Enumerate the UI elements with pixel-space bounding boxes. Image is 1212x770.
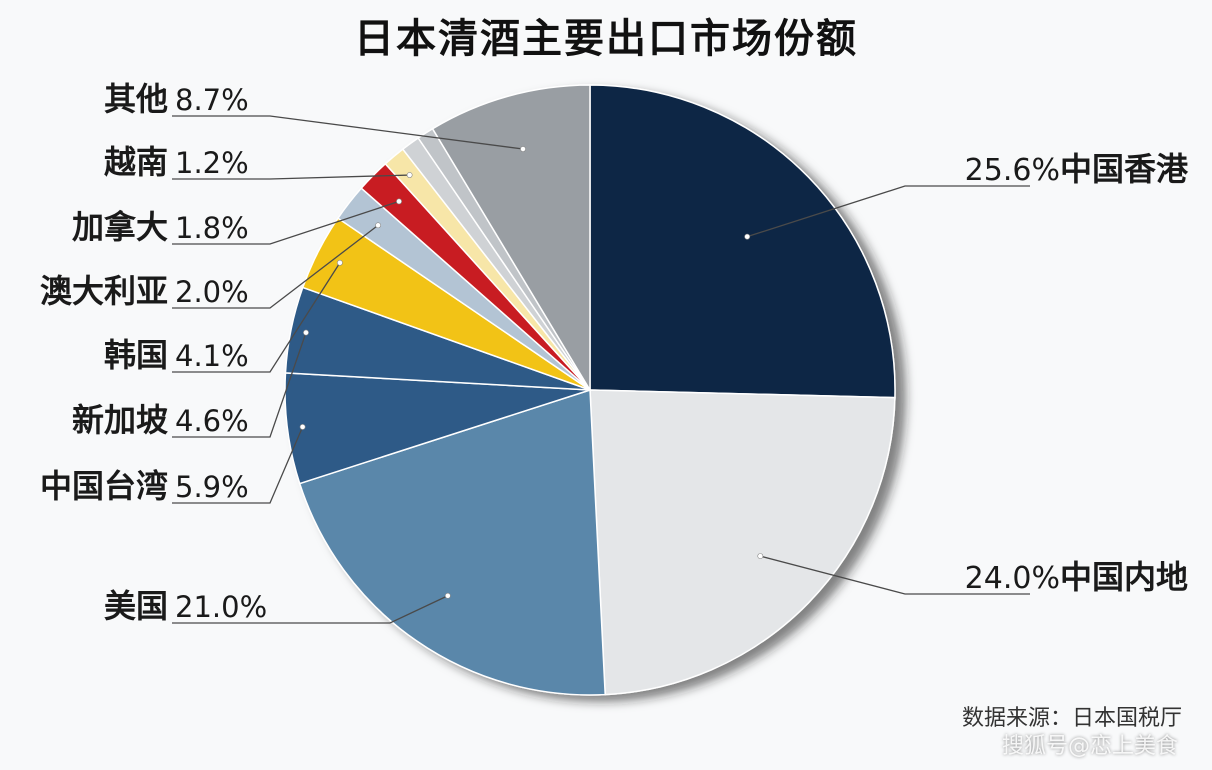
anchor-dot-canada (396, 198, 402, 205)
anchor-dot-usa (444, 592, 451, 599)
leader-line-mainland-china (760, 555, 1030, 595)
leader-line-hong-kong (747, 185, 1030, 238)
slice-value-australia: 2.0% (175, 275, 249, 309)
slice-value-usa: 21.0% (175, 590, 267, 624)
watermark: 搜狐号@恋上美食 (1001, 734, 1178, 759)
anchor-dot-australia (375, 222, 381, 229)
slice-other (431, 84, 591, 393)
leader-line-singapore (172, 332, 307, 438)
slice-name-other: 其他 (104, 80, 168, 118)
chart-title: 日本清酒主要出口市场份额 (354, 16, 858, 62)
anchor-dot-vietnam (406, 172, 413, 178)
anchor-dot-other (520, 146, 526, 152)
leader-line-korea (172, 262, 341, 373)
leader-line-other (172, 115, 524, 150)
slice-name-korea: 韩国 (104, 336, 168, 374)
pie-slices (284, 84, 896, 696)
slice-mainland-china (589, 389, 896, 696)
anchor-dot-mainland-china (757, 553, 764, 560)
slice-name-canada: 加拿大 (72, 208, 168, 246)
anchor-dot-taiwan (299, 424, 306, 430)
slice-label-mainland-china: 24.0%中国内地 (965, 558, 1188, 596)
slice-label-hong-kong: 25.6%中国香港 (965, 150, 1189, 188)
leader-line-usa (172, 595, 449, 624)
leader-line-taiwan (172, 426, 304, 504)
slice-value-korea: 4.1% (175, 339, 249, 373)
slice-value-canada: 1.8% (175, 211, 249, 245)
leader-line-canada (172, 200, 400, 245)
slice-name-singapore: 新加坡 (72, 401, 168, 439)
slice-value-singapore: 4.6% (175, 404, 249, 438)
slice-name-mainland-china: 中国内地 (1060, 558, 1188, 596)
slice-value-other: 8.7% (175, 83, 249, 117)
slice-usa (298, 388, 606, 696)
anchor-dot-hong-kong (744, 233, 751, 240)
slice-hong-kong (589, 84, 896, 399)
leader-line-australia (172, 224, 379, 309)
slice-name-vietnam: 越南 (104, 143, 168, 181)
slice-value-hong-kong: 25.6% (965, 153, 1060, 188)
slice-name-hong-kong: 中国香港 (1060, 150, 1189, 188)
source-note: 数据来源：日本国税厅 (961, 706, 1182, 731)
slice-name-australia: 澳大利亚 (40, 272, 168, 310)
slice-value-mainland-china: 24.0% (965, 561, 1060, 596)
slice-value-vietnam: 1.2% (175, 146, 249, 180)
slice-name-usa: 美国 (104, 587, 168, 625)
leader-line-vietnam (172, 174, 410, 180)
anchor-dot-korea (337, 259, 343, 266)
slice-value-taiwan: 5.9% (175, 470, 249, 504)
anchor-dot-singapore (303, 329, 309, 336)
slice-name-taiwan: 中国台湾 (40, 467, 168, 505)
